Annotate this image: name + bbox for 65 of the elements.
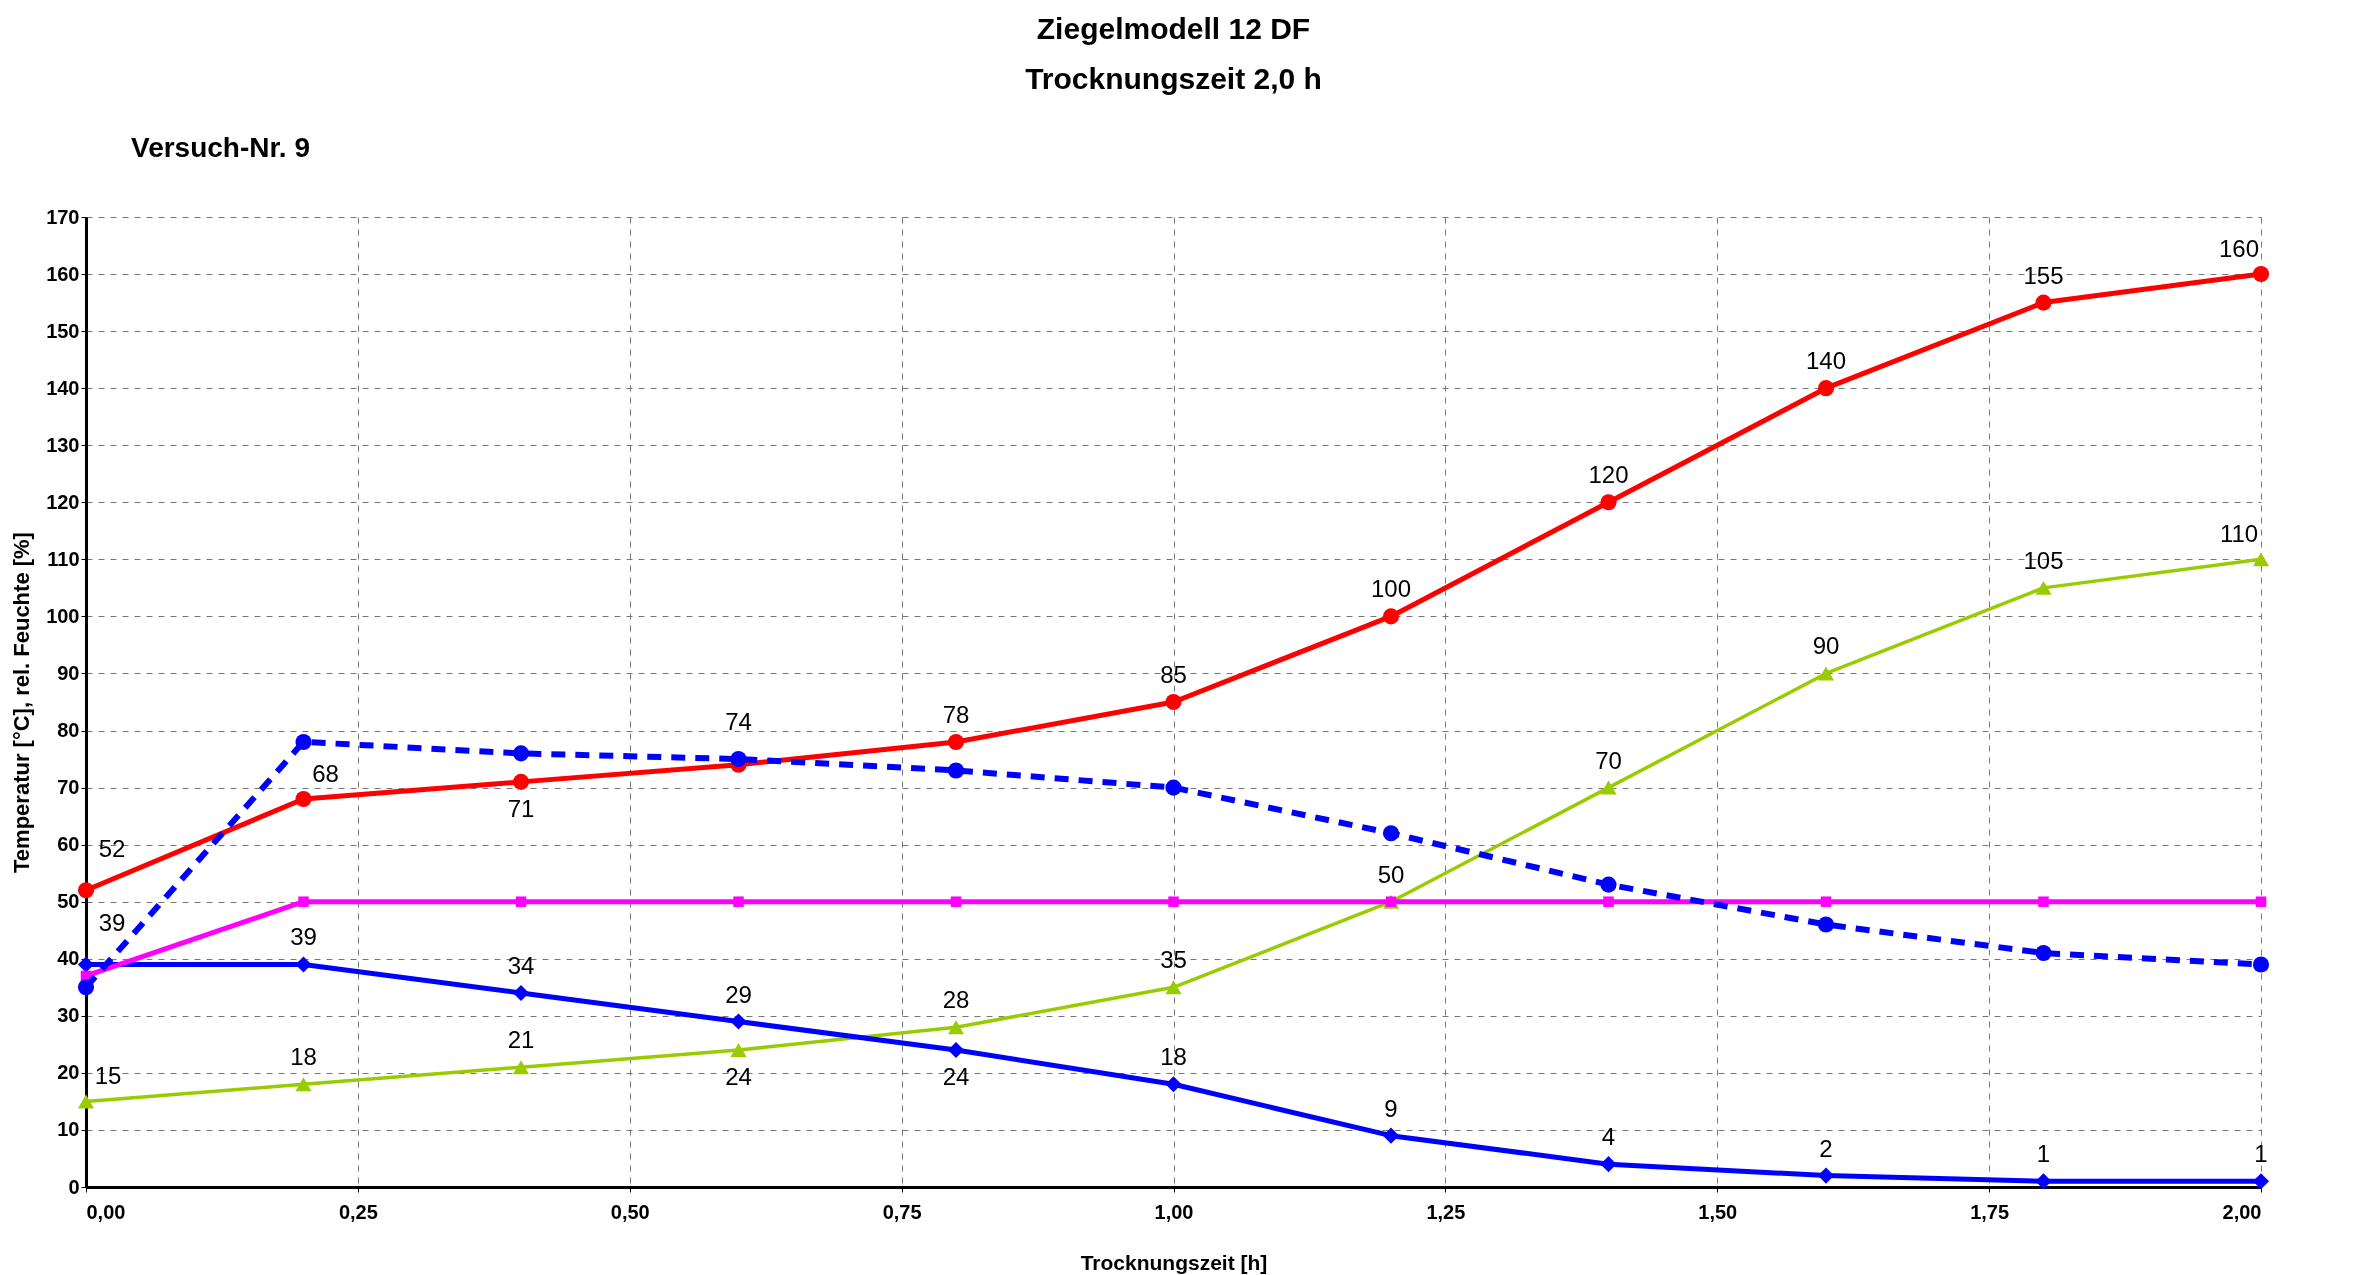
x-axis-title: Trocknungszeit [h] [1080, 1250, 1268, 1274]
x-tick-label: 0,50 [610, 1200, 650, 1223]
data-label: 28 [942, 986, 970, 1014]
y-tick-label: 110 [47, 547, 80, 570]
y-tick-label: 90 [57, 661, 80, 684]
data-label: 70 [1595, 746, 1622, 774]
y-axis-title: Temperatur [°C], rel. Feuchte [%] [9, 532, 35, 873]
data-label: 2 [1819, 1134, 1833, 1162]
data-label: 1 [2036, 1140, 2051, 1168]
y-tick-label: 130 [46, 433, 80, 456]
data-label: 1 [2254, 1140, 2268, 1168]
data-label: 35 [1160, 946, 1187, 974]
data-label: 4 [1601, 1123, 1616, 1151]
data-label: 120 [1588, 461, 1629, 489]
y-tick-label: 140 [46, 376, 80, 399]
data-label: 90 [1812, 632, 1840, 660]
data-label: 140 [1805, 347, 1847, 375]
x-tick-label: 0,00 [86, 1200, 126, 1223]
data-label: 52 [98, 835, 126, 863]
x-tick-label: 1,75 [1970, 1200, 2010, 1223]
y-tick-label: 170 [46, 205, 80, 228]
y-tick-label: 30 [57, 1004, 80, 1027]
x-tick-label: 1,25 [1426, 1200, 1466, 1223]
chart-title: Ziegelmodell 12 DF [1036, 12, 1311, 45]
data-label: 160 [2218, 235, 2260, 263]
text: Versuch-Nr. 9 [131, 132, 310, 163]
data-label: 74 [725, 707, 752, 735]
data-label: 50 [1377, 860, 1405, 888]
data-label: 100 [1370, 575, 1412, 603]
x-tick-label: 1,00 [1154, 1200, 1194, 1223]
data-label: 71 [507, 794, 535, 822]
data-label: 39 [98, 909, 126, 937]
y-tick-label: 80 [57, 719, 80, 742]
data-label: 9 [1384, 1094, 1398, 1122]
x-tick-label: 0,75 [882, 1200, 922, 1223]
data-label: 155 [2023, 261, 2064, 289]
data-label: 39 [290, 923, 317, 951]
data-label: 85 [1160, 661, 1187, 688]
x-tick-label: 0,25 [338, 1200, 378, 1223]
data-label: 78 [942, 700, 970, 728]
data-label: 34 [507, 952, 535, 979]
y-tick-label: 40 [57, 947, 80, 970]
y-tick-label: 0 [68, 1175, 80, 1198]
y-tick-label: 50 [57, 890, 80, 913]
data-label: 105 [2023, 546, 2064, 574]
x-tick-label: 2,00 [2222, 1200, 2262, 1223]
data-label: 24 [942, 1063, 970, 1091]
x-tick-label: 1,50 [1698, 1200, 1738, 1223]
y-tick-label: 100 [46, 604, 80, 627]
data-label: 18 [290, 1043, 317, 1071]
y-tick-label: 70 [57, 776, 80, 799]
data-label: 24 [725, 1063, 752, 1091]
chart-subtitle: Trocknungszeit 2,0 h [1025, 62, 1322, 95]
y-tick-label: 120 [46, 490, 80, 513]
y-tick-label: 150 [46, 319, 80, 342]
y-tick-label: 10 [57, 1118, 80, 1141]
data-label: 110 [2219, 520, 2259, 548]
y-tick-label: 60 [57, 833, 80, 856]
data-label: 29 [725, 980, 752, 1008]
data-label: 21 [507, 1026, 535, 1054]
y-tick-label: 20 [57, 1061, 80, 1084]
data-label: 15 [94, 1062, 122, 1090]
y-tick-label: 160 [46, 262, 80, 285]
data-label: 68 [312, 760, 339, 787]
data-label: 18 [1160, 1043, 1187, 1071]
